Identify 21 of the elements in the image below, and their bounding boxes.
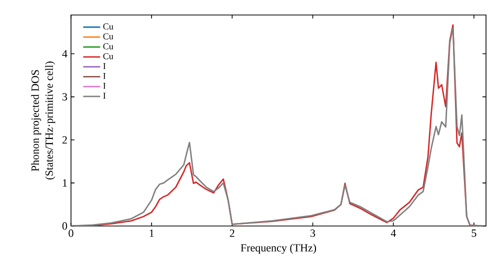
x-tick-label: 5 — [472, 230, 476, 237]
legend-label: Cu — [103, 43, 114, 50]
y-tick-label: 1 — [62, 179, 67, 187]
y-tick-label: 2 — [62, 136, 67, 144]
legend-label: I — [103, 92, 106, 99]
x-axis-title: Frequency (THz) — [240, 244, 316, 254]
x-tick-label: 3 — [310, 230, 316, 237]
legend-label: Cu — [103, 23, 114, 30]
y-tick-label: 3 — [62, 93, 68, 101]
x-tick-label: 4 — [390, 230, 396, 237]
legend-label: I — [103, 73, 106, 79]
y-axis-title: Phonon projected DOS (States/THz·primitive cell) — [31, 62, 56, 180]
x-tick-label: 2 — [230, 230, 234, 237]
legend-label: I — [103, 82, 106, 89]
x-tick-label: 0 — [68, 230, 74, 237]
legend-label: Cu — [103, 53, 114, 60]
y-tick-label: 0 — [62, 222, 68, 230]
legend-label: Cu — [103, 33, 114, 40]
x-tick-label: 1 — [150, 230, 154, 237]
y-tick-label: 4 — [62, 50, 68, 58]
legend-label: I — [103, 63, 106, 70]
